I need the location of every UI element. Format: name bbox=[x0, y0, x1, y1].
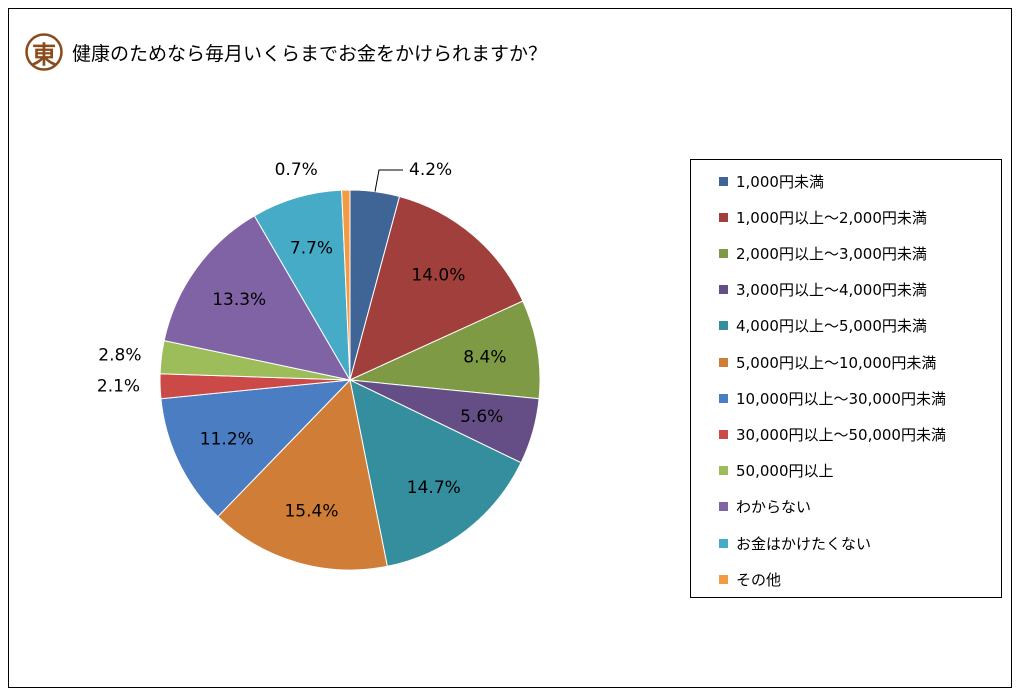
legend-label-10: お金はかけたくない bbox=[736, 534, 872, 553]
legend-swatch-4 bbox=[719, 321, 728, 331]
chart-header: 東 健康のためなら毎月いくらまでお金をかけられますか？ bbox=[24, 30, 547, 74]
pie-slice-6 bbox=[160, 379, 352, 518]
slice-label-0: 4.2% bbox=[409, 160, 452, 180]
slice-label-4: 14.7% bbox=[407, 478, 461, 498]
legend-item-5: 5,000円以上～10,000円未満 bbox=[719, 351, 936, 373]
legend-item-10: お金はかけたくない bbox=[719, 532, 871, 554]
legend-label-9: わからない bbox=[736, 498, 812, 517]
legend-swatch-1 bbox=[719, 212, 728, 222]
pie-slice-9 bbox=[163, 215, 351, 381]
legend-item-4: 4,000円以上～5,000円未満 bbox=[719, 315, 927, 337]
legend-label-7: 30,000円以上～50,000円未満 bbox=[736, 425, 946, 444]
pie-slice-2 bbox=[348, 300, 541, 400]
slice-label-3: 5.6% bbox=[460, 407, 503, 427]
legend-swatch-6 bbox=[719, 393, 728, 403]
slice-label-10: 7.7% bbox=[290, 239, 333, 259]
legend-item-3: 3,000円以上～4,000円未満 bbox=[719, 279, 927, 301]
legend-item-11: その他 bbox=[719, 568, 781, 590]
leader-line-0 bbox=[374, 169, 403, 192]
logo-character: 東 bbox=[32, 40, 56, 69]
legend-label-1: 1,000円以上～2,000円未満 bbox=[736, 208, 927, 227]
legend-swatch-10 bbox=[719, 538, 728, 548]
legend-swatch-3 bbox=[719, 285, 728, 295]
logo-circle-icon bbox=[25, 33, 63, 71]
legend-swatch-8 bbox=[719, 466, 728, 476]
legend-item-1: 1,000円以上～2,000円未満 bbox=[719, 206, 927, 228]
legend-label-5: 5,000円以上～10,000円未満 bbox=[736, 353, 937, 372]
slice-label-9: 13.3% bbox=[212, 290, 266, 310]
legend-item-0: 1,000円未満 bbox=[719, 170, 824, 192]
slice-label-7: 2.1% bbox=[97, 377, 140, 397]
slice-label-5: 15.4% bbox=[284, 501, 338, 521]
slice-label-11: 0.7% bbox=[275, 160, 318, 180]
slice-label-8: 2.8% bbox=[98, 345, 141, 365]
legend-label-0: 1,000円未満 bbox=[736, 172, 824, 191]
legend-item-6: 10,000円以上～30,000円未満 bbox=[719, 387, 946, 409]
slice-label-2: 8.4% bbox=[463, 348, 506, 368]
legend-label-8: 50,000円以上 bbox=[736, 462, 834, 481]
legend-label-2: 2,000円以上～3,000円未満 bbox=[736, 244, 927, 263]
legend-label-6: 10,000円以上～30,000円未満 bbox=[736, 389, 946, 408]
slice-label-6: 11.2% bbox=[200, 430, 254, 450]
legend-label-4: 4,000円以上～5,000円未満 bbox=[736, 317, 927, 336]
legend-swatch-9 bbox=[719, 502, 728, 512]
chart-title: 健康のためなら毎月いくらまでお金をかけられますか？ bbox=[72, 42, 548, 65]
legend-swatch-0 bbox=[719, 176, 728, 186]
legend-item-7: 30,000円以上～50,000円未満 bbox=[719, 423, 946, 445]
legend-swatch-2 bbox=[719, 248, 728, 258]
legend-item-8: 50,000円以上 bbox=[719, 460, 834, 482]
pie-slice-11 bbox=[341, 189, 351, 381]
legend-item-2: 2,000円以上～3,000円未満 bbox=[719, 242, 927, 264]
logo: 東 bbox=[24, 32, 64, 72]
legend-swatch-7 bbox=[719, 429, 728, 439]
legend-label-11: その他 bbox=[736, 570, 782, 589]
legend-label-3: 3,000円以上～4,000円未満 bbox=[736, 281, 927, 300]
pie-slice-4 bbox=[349, 379, 522, 567]
legend-swatch-5 bbox=[719, 357, 728, 367]
legend: 1,000円未満 1,000円以上～2,000円未満 2,000円以上～3,000円… bbox=[690, 159, 1002, 598]
legend-item-9: わからない bbox=[719, 496, 811, 518]
slice-label-1: 14.0% bbox=[411, 266, 465, 286]
legend-swatch-11 bbox=[719, 574, 728, 584]
pie-slice-1 bbox=[349, 195, 524, 381]
pie-slice-5 bbox=[217, 378, 388, 571]
